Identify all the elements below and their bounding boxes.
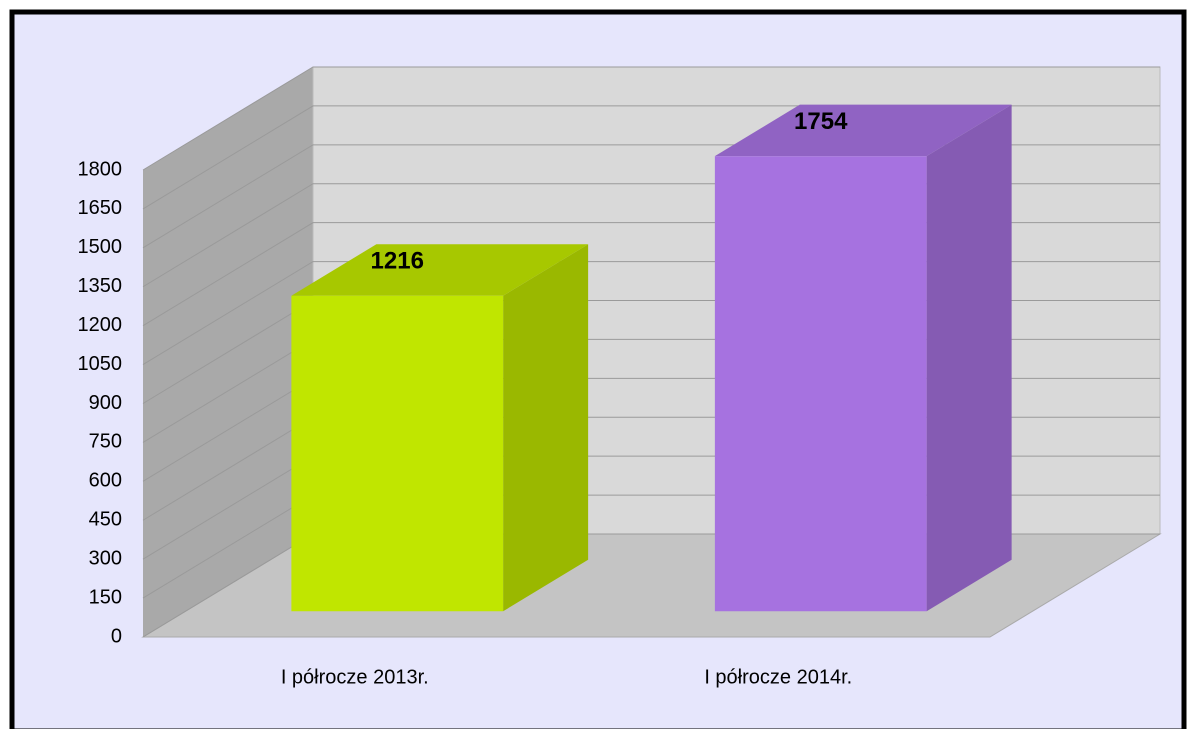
y-tick-label: 1500 (78, 236, 123, 258)
bar-side (926, 104, 1012, 612)
x-tick-label: I półrocze 2013r. (281, 666, 429, 688)
data-label: 1754 (794, 108, 848, 135)
y-tick-label: 0 (111, 625, 122, 647)
y-tick-label: 300 (89, 547, 122, 569)
y-tick-label: 450 (89, 509, 122, 531)
y-tick-label: 1050 (78, 353, 123, 375)
grid-line (142, 66, 1160, 171)
bar-top (291, 244, 589, 296)
bar (714, 156, 927, 612)
bar-side (503, 244, 589, 612)
x-tick-label: I półrocze 2014r. (704, 666, 852, 688)
bar (291, 295, 504, 612)
y-tick-label: 1800 (78, 158, 123, 180)
y-tick-label: 600 (89, 470, 122, 492)
y-tick-label: 1350 (78, 275, 123, 297)
data-label: 1216 (371, 247, 424, 274)
y-tick-label: 1650 (78, 197, 123, 219)
y-tick-label: 150 (89, 586, 122, 608)
bar-top (714, 104, 1012, 157)
y-tick-label: 750 (89, 431, 122, 453)
y-tick-label: 900 (89, 392, 122, 414)
y-tick-label: 1200 (78, 314, 123, 336)
